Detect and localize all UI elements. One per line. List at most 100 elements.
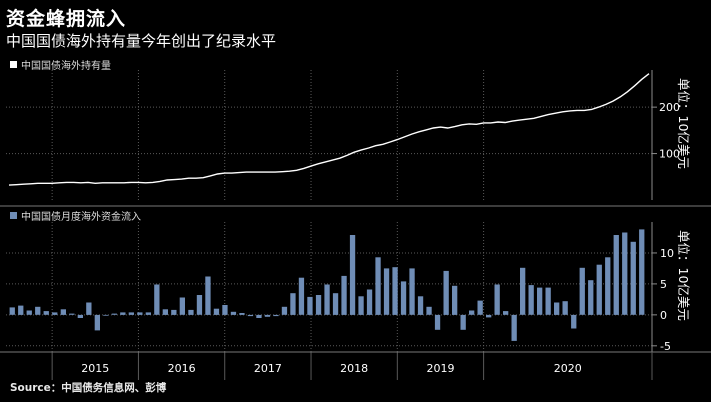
inflow-bar [417, 296, 424, 315]
inflow-bar [69, 313, 75, 315]
inflow-bar [154, 284, 160, 315]
bar-y-tick-label: 10 [660, 247, 674, 260]
source-note: Source：中国债务信息网、彭博 [10, 382, 167, 394]
inflow-bar [120, 312, 126, 315]
inflow-bar [290, 293, 296, 315]
inflow-bar [571, 314, 577, 329]
x-year-label: 2018 [340, 362, 368, 375]
inflow-bar [392, 267, 398, 315]
inflow-bar [111, 313, 117, 315]
bar-y-tick-label: -5 [660, 340, 671, 353]
inflow-bar [26, 310, 32, 315]
inflow-bar [383, 268, 390, 315]
inflow-bar [596, 264, 602, 315]
inflow-bar [188, 309, 194, 315]
inflow-bar [128, 312, 134, 315]
inflow-bar [332, 293, 339, 315]
holdings-line-series [8, 73, 650, 186]
inflow-bar [477, 300, 483, 315]
inflow-bar [537, 287, 543, 315]
inflow-bar [520, 267, 526, 315]
inflow-bar [409, 268, 415, 315]
inflow-bar [315, 295, 322, 315]
bar-legend-swatch [10, 212, 17, 219]
bar-legend-label: 中国国债月度海外资金流入 [21, 212, 141, 223]
inflow-bar [145, 312, 151, 315]
chart-title: 资金蜂拥流入 [6, 8, 127, 30]
inflow-bar [426, 306, 432, 315]
chart-subtitle: 中国国债海外持有量今年创出了纪录水平 [6, 32, 277, 50]
inflow-bar [171, 309, 177, 315]
inflow-bar [358, 296, 364, 315]
x-year-label: 2016 [168, 362, 196, 375]
line-legend-label: 中国国债海外持有量 [21, 61, 111, 72]
inflow-bar [460, 314, 466, 330]
inflow-bar [230, 311, 237, 315]
inflow-bar [375, 257, 381, 315]
inflow-bar [503, 311, 509, 315]
bar-legend: 中国国债月度海外资金流入 [10, 208, 141, 223]
inflow-bar [222, 305, 228, 315]
bar-y-tick-label: 0 [660, 309, 667, 322]
inflow-bar [247, 314, 254, 317]
inflow-bar [103, 314, 109, 316]
inflow-bar [579, 267, 585, 315]
inflow-bar [52, 312, 58, 315]
inflow-bar [605, 257, 611, 315]
inflow-bar [486, 314, 492, 318]
inflow-bar [324, 284, 330, 315]
inflow-bar [273, 314, 279, 317]
inflow-bar [86, 302, 92, 315]
inflow-bar [554, 302, 560, 315]
inflow-bar [77, 314, 83, 318]
inflow-bar [622, 232, 628, 315]
x-year-label: 2019 [426, 362, 454, 375]
inflow-bar [298, 277, 305, 315]
line-legend: 中国国债海外持有量 [10, 57, 111, 72]
inflow-bar [366, 289, 373, 315]
inflow-bar [639, 229, 645, 315]
x-year-label: 2020 [554, 362, 582, 375]
inflow-bar [239, 313, 245, 315]
inflow-bar [452, 285, 458, 315]
inflow-bar [18, 305, 24, 315]
inflow-bar [205, 276, 211, 315]
inflow-bar [179, 297, 185, 315]
inflow-bar [511, 314, 517, 341]
inflow-bar [469, 310, 475, 315]
x-year-label: 2015 [81, 362, 109, 375]
inflow-bar [613, 235, 619, 315]
inflow-bar [35, 306, 41, 315]
inflow-bar [443, 270, 449, 315]
inflow-bar [60, 309, 66, 315]
inflow-bar [94, 314, 100, 331]
inflow-bar [630, 241, 636, 315]
inflow-bar [264, 314, 271, 317]
inflow-bar [588, 280, 594, 315]
bar-y-unit-label: 单位：10亿美元 [676, 230, 691, 321]
inflow-bar [494, 284, 500, 315]
inflow-bar [400, 281, 407, 315]
line-y-tick-label: 100 [659, 148, 680, 161]
inflow-bar [528, 285, 534, 315]
inflow-bar [281, 306, 288, 315]
inflow-bar [545, 287, 551, 315]
inflow-bar [341, 275, 347, 315]
inflow-bar [256, 314, 262, 318]
inflow-bar [349, 235, 356, 315]
inflow-bar [43, 311, 49, 315]
inflow-bar [213, 308, 220, 315]
line-legend-swatch [10, 61, 17, 68]
inflow-bar [434, 314, 441, 330]
inflow-bar [162, 309, 168, 315]
inflow-bar [562, 301, 568, 315]
inflow-bar [196, 295, 203, 315]
line-y-tick-label: 200 [659, 101, 680, 114]
inflow-bar [307, 296, 313, 315]
bar-y-tick-label: 5 [660, 278, 667, 291]
inflow-bar [9, 307, 15, 315]
x-year-label: 2017 [254, 362, 282, 375]
inflow-bar [137, 312, 143, 315]
line-y-unit-label: 单位：10亿美元 [676, 78, 691, 169]
